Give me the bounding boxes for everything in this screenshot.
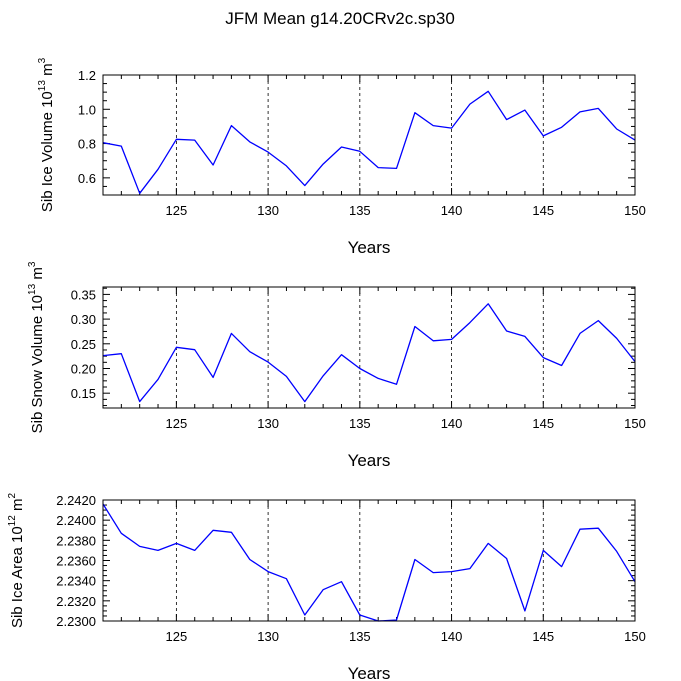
y-axis-title-exponent: 13: [27, 283, 38, 295]
x-tick-label: 135: [349, 629, 371, 644]
y-tick-label: 1.0: [78, 102, 96, 117]
x-axis-title: Years: [348, 664, 391, 681]
plot-frame: [102, 74, 636, 196]
y-tick-label: 2.2340: [56, 574, 96, 589]
y-tick-label: 0.6: [78, 171, 96, 186]
y-axis-title-text: m: [39, 63, 56, 80]
y-tick-label: 0.15: [71, 386, 96, 401]
y-axis-title-text: m: [29, 267, 46, 284]
y-axis-title-exponent: 3: [37, 57, 48, 63]
y-axis-title-exponent: 2: [7, 493, 18, 499]
y-tick-label: 0.8: [78, 137, 96, 152]
y-axis-title: Sib Ice Area 1012 m2: [7, 493, 26, 629]
x-axis-title: Years: [348, 238, 391, 257]
plot-frame: [102, 286, 636, 409]
y-tick-label: 2.2360: [56, 554, 96, 569]
x-tick-label: 125: [166, 416, 188, 431]
x-tick-label: 130: [257, 416, 279, 431]
x-tick-label: 130: [257, 203, 279, 218]
y-axis-title-text: Sib Ice Volume 10: [39, 91, 56, 212]
series-line: [102, 90, 636, 194]
y-tick-label: 0.25: [71, 337, 96, 352]
plot-frame: [102, 499, 636, 622]
series-line: [102, 303, 636, 403]
x-tick-label: 150: [624, 416, 646, 431]
y-axis-title-exponent: 13: [37, 80, 48, 92]
figure-title: JFM Mean g14.20CRv2c.sp30: [225, 9, 455, 28]
y-tick-label: 2.2300: [56, 614, 96, 629]
y-axis-title-exponent: 12: [7, 515, 18, 527]
chart-panel-3: 125 130 135 140 145 150 2.2300 2.2320 2.2340 2.23…: [7, 493, 646, 681]
x-tick-label: 125: [166, 629, 188, 644]
y-tick-label: 0.20: [71, 361, 96, 376]
x-tick-label: 150: [624, 203, 646, 218]
series-line: [102, 503, 636, 622]
x-tick-label: 140: [441, 629, 463, 644]
y-axis-title-exponent: 3: [27, 261, 38, 267]
y-tick-label: 2.2400: [56, 513, 96, 528]
y-axis-title: Sib Ice Volume 1013 m3: [37, 57, 56, 212]
y-axis-title-text: Sib Snow Volume 10: [29, 295, 46, 433]
y-tick-label: 2.2420: [56, 493, 96, 508]
x-tick-label: 135: [349, 203, 371, 218]
chart-panel-1: 125 130 135 140 145 150 0.6 0.8 1.0 1.2 Years Sib I…: [37, 57, 646, 257]
y-axis-title: Sib Snow Volume 1013 m3: [27, 261, 46, 433]
y-axis-title-text: m: [9, 499, 26, 516]
y-tick-label: 0.35: [71, 287, 96, 302]
x-tick-label: 145: [532, 416, 554, 431]
chart-panel-2: 125 130 135 140 145 150 0.15 0.20 0.25 0.30 0.35 Ye…: [27, 261, 646, 470]
x-tick-label: 150: [624, 629, 646, 644]
y-tick-label: 2.2320: [56, 594, 96, 609]
x-tick-label: 135: [349, 416, 371, 431]
y-tick-label: 2.2380: [56, 533, 96, 548]
y-axis-title-text: Sib Ice Area 10: [9, 526, 26, 628]
x-tick-label: 125: [166, 203, 188, 218]
x-tick-label: 145: [532, 629, 554, 644]
x-tick-label: 140: [441, 203, 463, 218]
y-tick-label: 0.30: [71, 312, 96, 327]
y-tick-label: 1.2: [78, 68, 96, 83]
x-axis-title: Years: [348, 451, 391, 470]
x-tick-label: 130: [257, 629, 279, 644]
x-tick-label: 140: [441, 416, 463, 431]
x-tick-label: 145: [532, 203, 554, 218]
